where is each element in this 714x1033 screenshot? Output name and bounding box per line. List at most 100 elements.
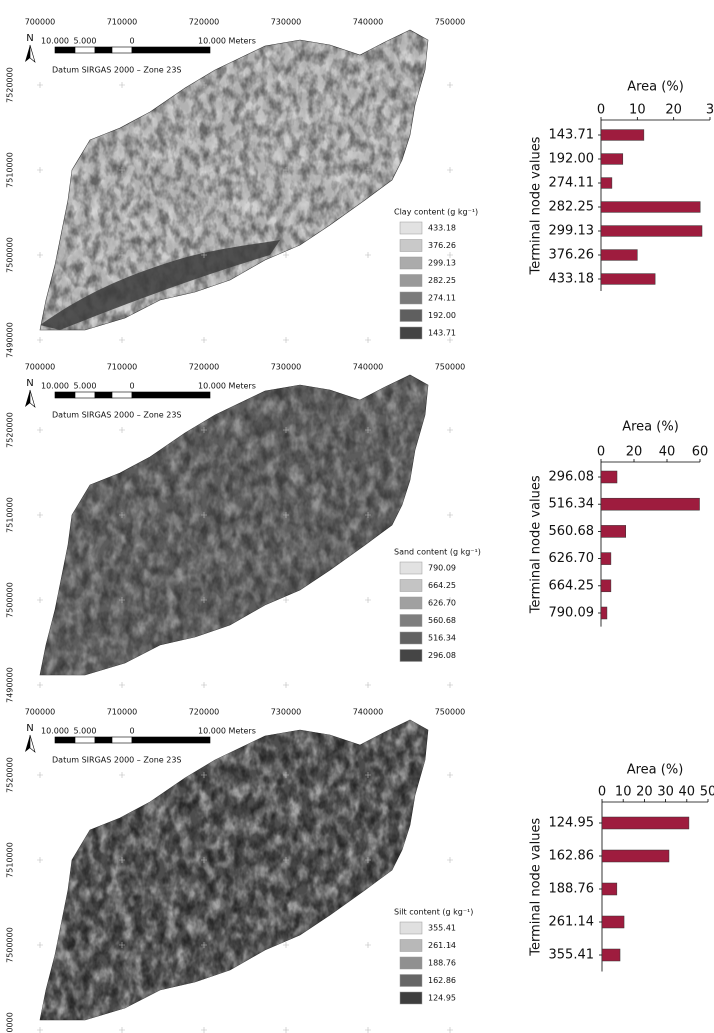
legend-label: 664.25	[428, 581, 456, 590]
grid-cross	[283, 597, 289, 603]
grid-cross	[447, 82, 453, 88]
y-coord-label: 7520000	[6, 67, 15, 103]
grid-cross	[119, 167, 125, 173]
grid-cross	[37, 1027, 43, 1033]
legend-title: Clay content (g kg⁻¹)	[394, 208, 478, 217]
scale-bar-segment	[94, 391, 113, 399]
y-coord-label: 7500000	[6, 582, 15, 618]
grid-cross	[37, 252, 43, 258]
scale-bar-segment	[54, 46, 76, 54]
y-coord-label: 7490000	[6, 667, 15, 703]
legend-label: 299.13	[428, 259, 456, 268]
x-tick-label: 20	[665, 103, 682, 118]
map-panel: 700000 710000 720000 730000 740000 750000 7520…	[6, 18, 479, 358]
legend-label: 376.26	[428, 241, 456, 250]
grid-cross	[201, 427, 207, 433]
grid-cross	[365, 1027, 371, 1033]
bar-chart: Area (%) 0 10 20 3 Terminal node values 143.71…	[529, 80, 714, 291]
grid-cross	[119, 512, 125, 518]
x-coord-label: 740000	[353, 18, 384, 27]
grid-cross	[201, 857, 207, 863]
x-coord-label: 720000	[189, 708, 220, 717]
x-tick-label: 50	[700, 785, 714, 800]
grid-cross	[119, 427, 125, 433]
scale-bar-segment	[54, 736, 76, 744]
legend-label: 261.14	[428, 941, 456, 950]
legend-swatch	[399, 291, 423, 305]
grid-cross	[37, 772, 43, 778]
bar-chart: Area (%) 0 20 40 60 Terminal node values 296.0…	[529, 420, 708, 627]
scale-label: 0	[129, 727, 134, 736]
scale-label: 0	[129, 382, 134, 391]
grid-cross	[447, 942, 453, 948]
legend-swatch	[399, 561, 423, 575]
y-coord-label: 7490000	[6, 1012, 15, 1033]
datum-label: Datum SIRGAS 2000 – Zone 23S	[52, 756, 182, 765]
category-label: 433.18	[549, 272, 595, 287]
legend-label: 433.18	[428, 224, 456, 233]
legend-title: Silt content (g kg⁻¹)	[394, 908, 473, 917]
x-coord-label: 730000	[271, 363, 302, 372]
legend-swatch	[399, 309, 423, 322]
x-tick-label: 3	[706, 103, 714, 118]
north-label: N	[26, 723, 33, 734]
x-coord-label: 700000	[25, 18, 56, 27]
north-arrow	[25, 45, 30, 62]
grid-cross	[201, 337, 207, 343]
grid-cross	[447, 857, 453, 863]
bar	[600, 273, 656, 285]
bar	[600, 225, 703, 237]
scale-bar-segment	[131, 391, 211, 399]
grid-cross	[365, 82, 371, 88]
x-coord-label: 730000	[271, 708, 302, 717]
legend-swatch	[399, 956, 423, 970]
legend-swatch	[399, 274, 423, 287]
scale-bar-segment	[54, 391, 76, 399]
y-axis-title: Terminal node values	[529, 475, 544, 614]
legend-label: 560.68	[428, 616, 456, 625]
legend-swatch	[399, 596, 423, 610]
category-label: 299.13	[549, 224, 595, 239]
scale-label: 5.000	[74, 382, 97, 391]
x-axis-title: Area (%)	[627, 80, 684, 95]
legend-swatch	[399, 974, 423, 987]
category-label: 188.76	[549, 882, 595, 897]
category-label: 162.86	[549, 849, 595, 864]
category-label: 261.14	[549, 915, 595, 930]
north-arrow	[25, 390, 30, 407]
x-coord-label: 740000	[353, 363, 384, 372]
legend-label: 192.00	[428, 311, 456, 320]
grid-cross	[37, 682, 43, 688]
grid-cross	[119, 1027, 125, 1033]
x-coord-label: 720000	[189, 18, 220, 27]
north-arrow	[25, 735, 30, 752]
legend-swatch	[399, 921, 423, 935]
grid-cross	[283, 427, 289, 433]
grid-cross	[201, 82, 207, 88]
legend-swatch	[399, 991, 423, 1005]
legend-swatch	[399, 221, 423, 235]
category-label: 143.71	[549, 128, 595, 143]
grid-cross	[201, 597, 207, 603]
x-coord-label: 750000	[435, 363, 466, 372]
category-label: 790.09	[549, 606, 595, 621]
x-axis-title: Area (%)	[622, 420, 679, 435]
y-coord-label: 7510000	[6, 842, 15, 878]
grid-cross	[365, 772, 371, 778]
x-tick-label: 0	[597, 103, 605, 118]
scale-bar-segment	[94, 736, 113, 744]
scale-label: 10.000 Meters	[198, 37, 256, 46]
grid-cross	[283, 682, 289, 688]
category-label: 124.95	[549, 816, 595, 831]
legend-label: 143.71	[428, 329, 456, 338]
x-tick-label: 20	[636, 785, 653, 800]
category-label: 376.26	[549, 248, 595, 263]
x-tick-label: 20	[626, 445, 643, 460]
grid-cross	[447, 167, 453, 173]
y-coord-label: 7500000	[6, 237, 15, 273]
bar	[601, 948, 621, 962]
bar	[600, 579, 612, 593]
grid-cross	[37, 942, 43, 948]
grid-cross	[201, 167, 207, 173]
scale-label: 0	[129, 37, 134, 46]
